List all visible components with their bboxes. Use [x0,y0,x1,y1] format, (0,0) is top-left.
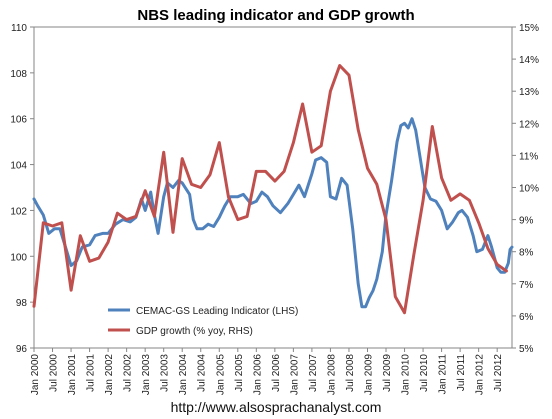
right-tick-label: 14% [519,55,539,66]
series-layer [32,64,514,315]
left-tick-label: 110 [11,23,27,34]
x-tick-label: Jan 2012 [475,354,486,396]
right-tick-label: 6% [519,312,534,323]
series-line-gdp-growth [32,64,508,315]
x-tick-label: Jul 2001 [86,354,97,392]
right-tick-label: 8% [519,248,534,259]
right-tick-label: 10% [519,184,539,195]
right-tick-label: 7% [519,280,534,291]
left-tick-label: 98 [16,298,28,309]
x-tick-label: Jan 2001 [67,354,78,396]
left-tick-label: 102 [10,206,27,217]
left-tick-label: 104 [10,161,27,172]
left-axis: 96 98 100 102 104 106 108 110 [10,23,34,355]
right-tick-label: 5% [519,344,534,355]
x-tick-label: Jul 2012 [493,354,504,392]
right-axis: 5% 6% 7% 8% 9% 10% 11% 12% 13% 14% 15% [512,23,539,355]
legend-label-gdp-growth: GDP growth (% yoy, RHS) [136,326,253,337]
x-tick-label: Jan 2000 [30,354,41,396]
right-tick-label: 11% [519,151,538,162]
x-tick-label: Jan 2010 [401,354,412,396]
x-tick-label: Jul 2005 [234,354,245,392]
x-tick-label: Jan 2002 [104,354,115,396]
x-tick-label: Jul 2003 [160,354,171,392]
x-tick-label: Jul 2007 [308,354,319,392]
x-tick-label: Jan 2005 [215,354,226,396]
x-tick-label: Jan 2008 [326,354,337,396]
x-tick-label: Jul 2009 [382,354,393,392]
plot-area [33,26,513,349]
x-tick-label: Jul 2002 [123,354,134,392]
x-tick-label: Jan 2003 [141,354,152,396]
left-tick-label: 108 [10,69,27,80]
x-axis: Jan 2000 Jul 2000 Jan 2001 Jul 2001 Jan 2002… [30,348,504,395]
left-tick-label: 100 [10,252,27,263]
x-tick-label: Jul 2000 [49,354,60,392]
x-tick-label: Jan 2004 [178,354,189,396]
left-tick-label: 106 [10,115,27,126]
legend: CEMAC-GS Leading Indicator (LHS) GDP gro… [108,306,298,337]
x-tick-label: Jan 2009 [363,354,374,396]
x-tick-label: Jul 2011 [456,354,467,392]
x-tick-label: Jan 2007 [289,354,300,396]
x-tick-label: Jan 2006 [252,354,263,396]
legend-label-leading-indicator: CEMAC-GS Leading Indicator (LHS) [136,306,298,317]
right-tick-label: 13% [519,87,539,98]
source-url: http://www.alsosprachanalyst.com [171,399,382,415]
x-tick-label: Jul 2008 [345,354,356,392]
x-tick-label: Jan 2011 [438,354,449,395]
right-tick-label: 15% [519,23,539,34]
left-tick-label: 96 [16,344,28,355]
x-tick-label: Jul 2004 [197,354,208,392]
chart-title: NBS leading indicator and GDP growth [137,7,414,24]
x-tick-label: Jul 2006 [271,354,282,392]
right-tick-label: 9% [519,216,534,227]
right-tick-label: 12% [519,119,539,130]
x-tick-label: Jul 2010 [419,354,430,392]
